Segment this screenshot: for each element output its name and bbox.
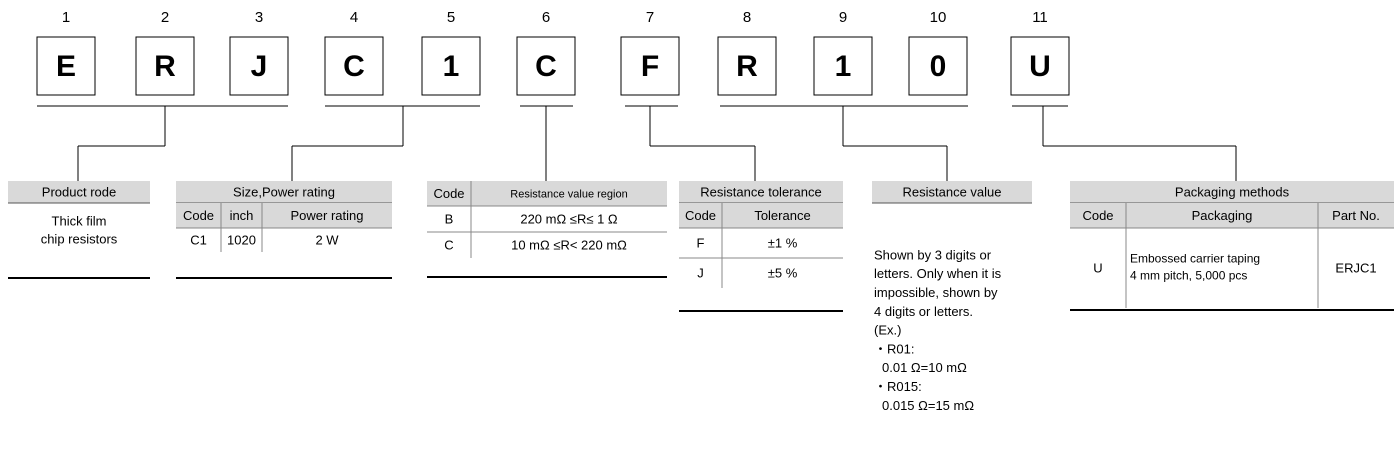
code-letter: C (343, 50, 365, 83)
body-text: ・R015: (874, 379, 922, 394)
code-letter: R (154, 50, 176, 83)
body-text: letters. Only when it is (874, 266, 1002, 281)
section-title: Packaging methods (1175, 184, 1290, 199)
body-text: impossible, shown by (874, 285, 998, 300)
column-label: Code (685, 208, 716, 223)
column-header (1070, 203, 1394, 228)
column-label: inch (230, 208, 254, 223)
column-label: Tolerance (754, 208, 810, 223)
body-text: ・R01: (874, 341, 914, 356)
cell-text: B (445, 211, 454, 226)
section-title: Resistance value (903, 184, 1002, 199)
cell-text: 10 mΩ ≤R< 220 mΩ (511, 237, 627, 252)
body-text: (Ex.) (874, 323, 901, 338)
code-letter: U (1029, 50, 1051, 83)
code-letter: 1 (835, 50, 852, 83)
section-header (8, 181, 150, 203)
cell-text: ±1 % (768, 235, 798, 250)
section-header (679, 181, 843, 203)
cell-text: 220 mΩ ≤R≤ 1 Ω (520, 211, 618, 226)
body-text: 4 digits or letters. (874, 304, 973, 319)
section-header (872, 181, 1032, 203)
body-text: Shown by 3 digits or (874, 247, 992, 262)
section-title: Size,Power rating (233, 184, 335, 199)
cell-text: F (697, 235, 705, 250)
code-box (1010, 36, 1070, 96)
position-number: 1 (62, 9, 70, 26)
column-header (679, 203, 843, 228)
code-letter: 0 (930, 50, 947, 83)
position-number: 9 (839, 9, 847, 26)
position-number: 10 (930, 9, 947, 26)
cell-text: 4 mm pitch, 5,000 pcs (1130, 269, 1247, 283)
body-text: Thick film (52, 213, 107, 228)
code-letter: 1 (443, 50, 460, 83)
code-box (229, 36, 289, 96)
code-letter: E (56, 50, 76, 83)
cell-text: 1020 (227, 232, 256, 247)
code-box (516, 36, 576, 96)
cell-text: Embossed carrier taping (1130, 252, 1260, 266)
body-text: 0.01 Ω=10 mΩ (882, 360, 967, 375)
column-label: Resistance value region (510, 188, 627, 200)
column-header (427, 181, 667, 206)
column-header (176, 203, 392, 228)
position-number: 7 (646, 9, 654, 26)
section-header (176, 181, 392, 203)
position-number: 4 (350, 9, 358, 26)
column-label: Code (1082, 208, 1113, 223)
position-number: 3 (255, 9, 263, 26)
column-label: Code (183, 208, 214, 223)
code-box (813, 36, 873, 96)
section-title: Product rode (42, 184, 116, 199)
code-box (620, 36, 680, 96)
code-letter: R (736, 50, 758, 83)
code-box (717, 36, 777, 96)
code-box (421, 36, 481, 96)
column-label: Part No. (1332, 208, 1380, 223)
cell-text: J (697, 265, 704, 280)
cell-text: ERJC1 (1335, 260, 1376, 275)
cell-text: ±5 % (768, 265, 798, 280)
column-label: Code (433, 186, 464, 201)
position-number: 5 (447, 9, 455, 26)
column-label: Packaging (1192, 208, 1253, 223)
section-header (1070, 181, 1394, 203)
body-text: chip resistors (41, 231, 118, 246)
body-text: 0.015 Ω=15 mΩ (882, 398, 974, 413)
code-letter: F (641, 50, 659, 83)
position-number: 8 (743, 9, 751, 26)
cell-text: U (1093, 260, 1102, 275)
cell-text: 2 W (315, 232, 339, 247)
section-title: Resistance tolerance (700, 184, 821, 199)
code-box (324, 36, 384, 96)
position-number: 11 (1032, 9, 1048, 26)
column-label: Power rating (291, 208, 364, 223)
code-box (36, 36, 96, 96)
position-number: 6 (542, 9, 550, 26)
cell-text: C (444, 237, 453, 252)
code-letter: J (251, 50, 268, 83)
cell-text: C1 (190, 232, 207, 247)
code-box (908, 36, 968, 96)
position-number: 2 (161, 9, 169, 26)
code-letter: C (535, 50, 557, 83)
code-box (135, 36, 195, 96)
